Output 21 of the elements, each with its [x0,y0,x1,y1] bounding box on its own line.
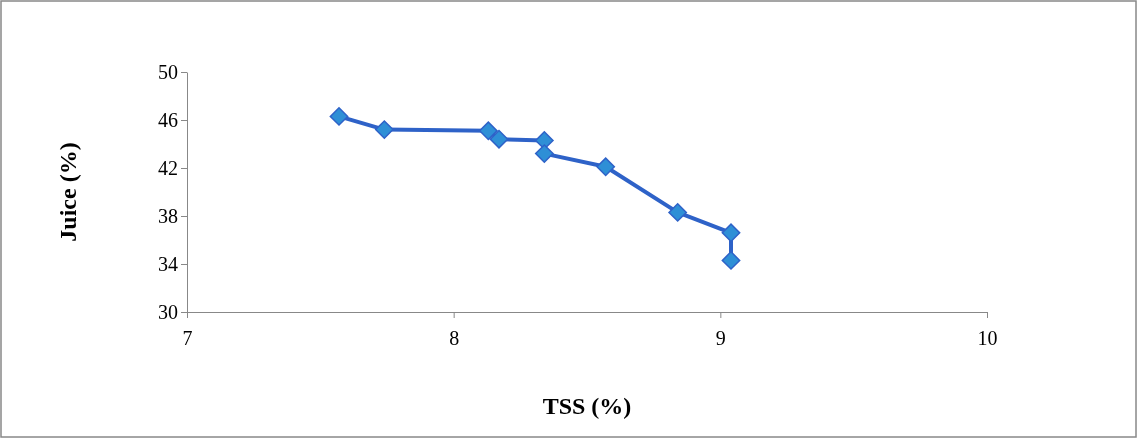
point [721,223,741,243]
point [721,250,741,270]
y-tick-label: 46 [158,108,178,131]
point [596,157,616,177]
point [374,120,394,140]
point [534,144,554,164]
y-tick-label: 38 [158,204,178,227]
point [478,121,498,141]
y-tick-label: 30 [158,300,178,323]
y-tick-label: 50 [158,60,178,83]
x-axis-title: TSS (%) [542,393,632,419]
point [489,129,509,149]
x-tick-label: 7 [182,327,193,349]
y-tick-label: 34 [158,252,178,275]
y-tick-label: 42 [158,156,178,179]
point [668,202,688,222]
y-axis-title: Juice (%) [55,142,81,242]
x-tick-label: 9 [715,327,726,349]
point [329,106,349,126]
x-tick-label: 10 [977,327,998,349]
x-tick-label: 8 [449,327,460,349]
